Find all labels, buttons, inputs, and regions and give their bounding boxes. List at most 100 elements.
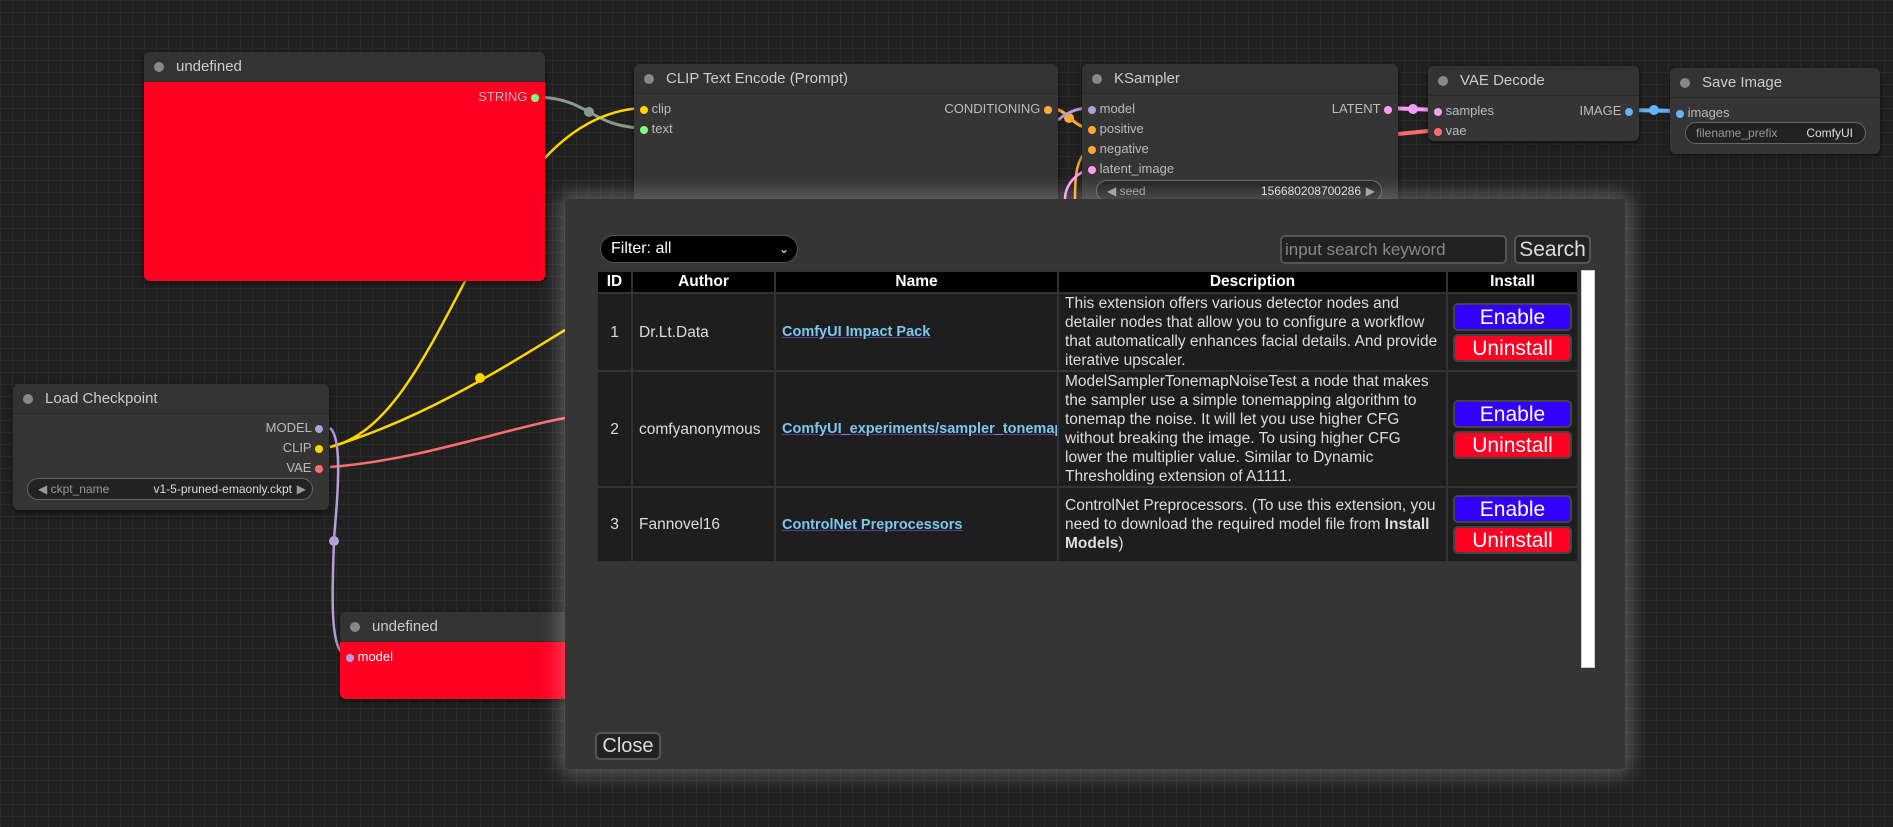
slot-label: samples bbox=[1445, 103, 1495, 118]
clip-text-encode-node[interactable]: CLIP Text Encode (Prompt) clip text COND… bbox=[634, 64, 1058, 204]
slot-dot-icon bbox=[1088, 145, 1096, 154]
search-input[interactable]: input search keyword bbox=[1280, 235, 1507, 264]
slot-dot-icon bbox=[315, 464, 323, 473]
output-image[interactable]: IMAGE bbox=[1579, 103, 1633, 118]
slot-dot-icon bbox=[640, 105, 648, 114]
filename-prefix-widget[interactable]: filename_prefix ComfyUI bbox=[1685, 122, 1866, 144]
table-row: 3 Fannovel16 ControlNet Preprocessors Co… bbox=[596, 486, 1579, 563]
slot-dot-icon bbox=[1434, 107, 1442, 116]
slot-dot-icon bbox=[315, 424, 323, 433]
table-row: 1 Dr.Lt.Data ComfyUI Impact Pack This ex… bbox=[596, 292, 1579, 372]
output-latent[interactable]: LATENT bbox=[1332, 101, 1392, 116]
load-checkpoint-node[interactable]: Load Checkpoint MODEL CLIP VAE ◀ ckpt_na… bbox=[13, 384, 329, 510]
ckpt-name-widget[interactable]: ◀ ckpt_name v1-5-pruned-emaonly.ckpt ▶ bbox=[27, 478, 313, 500]
widget-label: seed bbox=[1119, 184, 1146, 198]
row-author: Fannovel16 bbox=[631, 486, 776, 563]
header-name: Name bbox=[774, 270, 1059, 294]
node-title: Save Image bbox=[1670, 68, 1880, 98]
extension-link[interactable]: ComfyUI Impact Pack bbox=[782, 324, 931, 340]
arrow-right-icon[interactable]: ▶ bbox=[296, 482, 306, 496]
ksampler-node[interactable]: KSampler model positive negative latent_… bbox=[1082, 64, 1398, 204]
slot-label: CLIP bbox=[282, 440, 312, 455]
input-negative[interactable]: negative bbox=[1088, 141, 1149, 156]
output-model[interactable]: MODEL bbox=[266, 420, 323, 435]
extensions-table: ID Author Name Description Install 1 Dr.… bbox=[596, 270, 1579, 563]
description-text: ) bbox=[1118, 535, 1124, 552]
widget-value: 156680208700286 bbox=[1260, 184, 1361, 198]
row-description: ModelSamplerTonemapNoiseTest a node that… bbox=[1057, 370, 1448, 488]
header-author: Author bbox=[631, 270, 776, 294]
extension-link[interactable]: ComfyUI_experiments/sampler_tonemap bbox=[782, 421, 1058, 437]
node-title: KSampler bbox=[1082, 64, 1398, 94]
search-button[interactable]: Search bbox=[1514, 235, 1591, 264]
uninstall-button[interactable]: Uninstall bbox=[1453, 526, 1572, 554]
widget-value: ComfyUI bbox=[1806, 126, 1853, 140]
extension-link[interactable]: ControlNet Preprocessors bbox=[782, 516, 963, 533]
enable-button[interactable]: Enable bbox=[1453, 495, 1572, 523]
slot-label: STRING bbox=[478, 89, 528, 104]
input-samples[interactable]: samples bbox=[1434, 103, 1494, 118]
enable-button[interactable]: Enable bbox=[1453, 399, 1572, 428]
output-clip[interactable]: CLIP bbox=[283, 440, 323, 455]
table-scrollbar[interactable] bbox=[1581, 270, 1595, 668]
input-vae[interactable]: vae bbox=[1434, 123, 1467, 138]
save-image-node[interactable]: Save Image images filename_prefix ComfyUI bbox=[1670, 68, 1880, 154]
input-latent-image[interactable]: latent_image bbox=[1088, 161, 1174, 176]
input-positive[interactable]: positive bbox=[1088, 121, 1144, 136]
node-title: VAE Decode bbox=[1428, 66, 1639, 96]
input-model[interactable]: model bbox=[346, 649, 393, 664]
row-author: comfyanonymous bbox=[631, 370, 776, 488]
table-row: 2 comfyanonymous ComfyUI_experiments/sam… bbox=[596, 370, 1579, 488]
slot-label: model bbox=[357, 649, 394, 664]
install-models-link[interactable]: Install Models bbox=[1065, 516, 1430, 552]
enable-button[interactable]: Enable bbox=[1453, 302, 1572, 331]
undefined-node-top[interactable]: undefined STRING bbox=[144, 52, 545, 281]
slot-label: negative bbox=[1099, 141, 1149, 156]
slot-dot-icon bbox=[640, 125, 648, 134]
widget-label: filename_prefix bbox=[1696, 126, 1778, 140]
slot-label: CONDITIONING bbox=[944, 101, 1041, 116]
row-description: This extension offers various detector n… bbox=[1057, 292, 1448, 372]
widget-label: ckpt_name bbox=[50, 482, 110, 496]
output-vae[interactable]: VAE bbox=[286, 460, 323, 475]
output-conditioning[interactable]: CONDITIONING bbox=[944, 101, 1052, 116]
row-id: 3 bbox=[596, 486, 633, 563]
widget-value: v1-5-pruned-emaonly.ckpt bbox=[153, 482, 292, 496]
undefined-node-bottom[interactable]: undefined model bbox=[340, 612, 580, 699]
node-title: Load Checkpoint bbox=[13, 384, 329, 414]
slot-label: latent_image bbox=[1099, 161, 1175, 176]
node-title: CLIP Text Encode (Prompt) bbox=[634, 64, 1058, 94]
input-model[interactable]: model bbox=[1088, 101, 1135, 116]
slot-label: model bbox=[1099, 101, 1136, 116]
uninstall-button[interactable]: Uninstall bbox=[1453, 333, 1572, 362]
vae-decode-node[interactable]: VAE Decode samples vae IMAGE bbox=[1428, 66, 1639, 141]
row-author: Dr.Lt.Data bbox=[631, 292, 776, 372]
input-images[interactable]: images bbox=[1676, 105, 1730, 120]
slot-label: vae bbox=[1445, 123, 1467, 138]
slot-dot-icon bbox=[315, 444, 323, 453]
header-install: Install bbox=[1446, 270, 1579, 294]
slot-dot-icon bbox=[1384, 105, 1392, 114]
slot-dot-icon bbox=[1676, 109, 1684, 118]
slot-dot-icon bbox=[1044, 105, 1052, 114]
arrow-right-icon[interactable]: ▶ bbox=[1365, 184, 1375, 198]
slot-label: clip bbox=[651, 101, 672, 116]
slot-label: positive bbox=[1099, 121, 1144, 136]
node-title: undefined bbox=[144, 52, 545, 82]
filter-value: Filter: all bbox=[611, 240, 672, 257]
header-id: ID bbox=[596, 270, 633, 294]
slot-label: MODEL bbox=[265, 420, 312, 435]
slot-dot-icon bbox=[1434, 127, 1442, 136]
row-id: 2 bbox=[596, 370, 633, 488]
uninstall-button[interactable]: Uninstall bbox=[1453, 430, 1572, 459]
output-string[interactable]: STRING bbox=[478, 89, 539, 104]
close-button[interactable]: Close bbox=[595, 732, 661, 760]
input-text[interactable]: text bbox=[640, 121, 673, 136]
slot-dot-icon bbox=[1088, 165, 1096, 174]
filter-select[interactable]: Filter: all ⌄ bbox=[600, 235, 798, 263]
slot-dot-icon bbox=[1625, 107, 1633, 116]
node-title: undefined bbox=[340, 612, 580, 642]
slot-label: LATENT bbox=[1331, 101, 1381, 116]
input-clip[interactable]: clip bbox=[640, 101, 671, 116]
slot-label: images bbox=[1687, 105, 1730, 120]
